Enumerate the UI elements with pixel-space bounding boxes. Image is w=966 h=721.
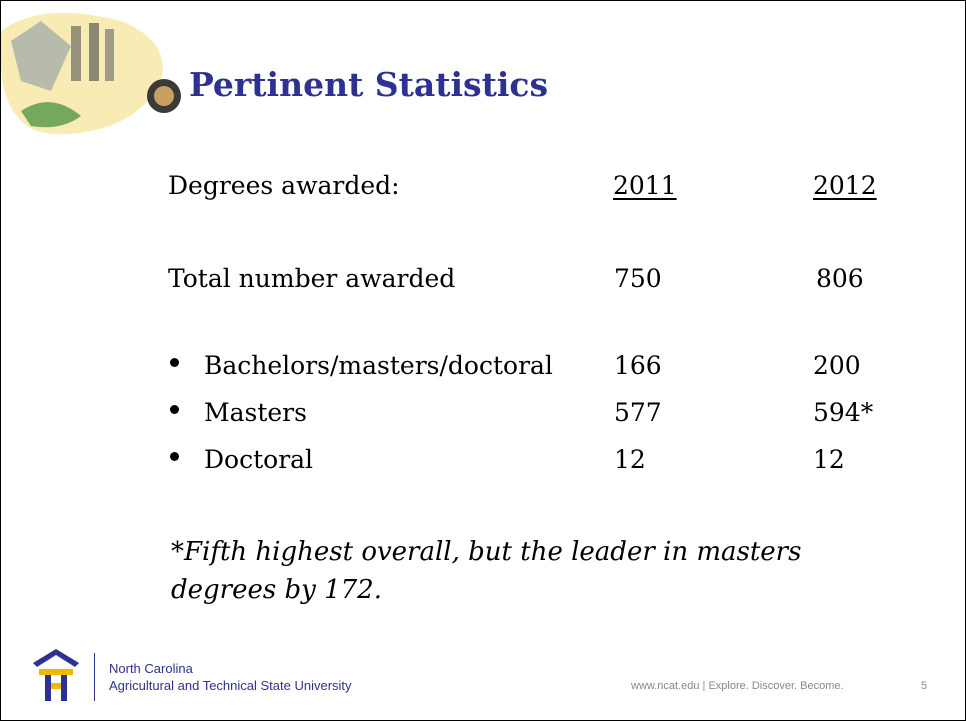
- page-number: 5: [921, 680, 928, 692]
- bullet: [170, 452, 179, 461]
- total-value: 806: [816, 264, 864, 293]
- institution-name: North Carolina: [109, 661, 193, 676]
- slide-title: Pertinent Statistics: [189, 65, 549, 104]
- institution-name: Agricultural and Technical State Univers…: [109, 678, 352, 693]
- total-label: Total number awarded: [168, 264, 456, 293]
- footnote: *Fifth highest overall, but the leader i…: [171, 537, 802, 605]
- header-decoration: [1, 13, 181, 135]
- row-label: Masters: [204, 398, 307, 427]
- footer-tagline: www.ncat.edu | Explore. Discover. Become…: [631, 680, 844, 692]
- university-logo: [33, 649, 79, 701]
- row-value: 200: [813, 351, 861, 380]
- row-value: 12: [614, 445, 646, 474]
- row-label: Doctoral: [204, 445, 314, 474]
- row-value: 166: [614, 351, 662, 380]
- row-label: Bachelors/masters/doctoral: [204, 351, 553, 380]
- header-year: 2011: [613, 171, 677, 200]
- header-label: Degrees awarded:: [168, 171, 400, 200]
- header-year: 2012: [813, 171, 877, 200]
- total-value: 750: [614, 264, 662, 293]
- bullet: [170, 405, 179, 414]
- row-value: 594*: [813, 398, 874, 427]
- row-value: 12: [813, 445, 845, 474]
- row-value: 577: [614, 398, 662, 427]
- bullet: [170, 358, 179, 367]
- footer-divider: [94, 653, 95, 701]
